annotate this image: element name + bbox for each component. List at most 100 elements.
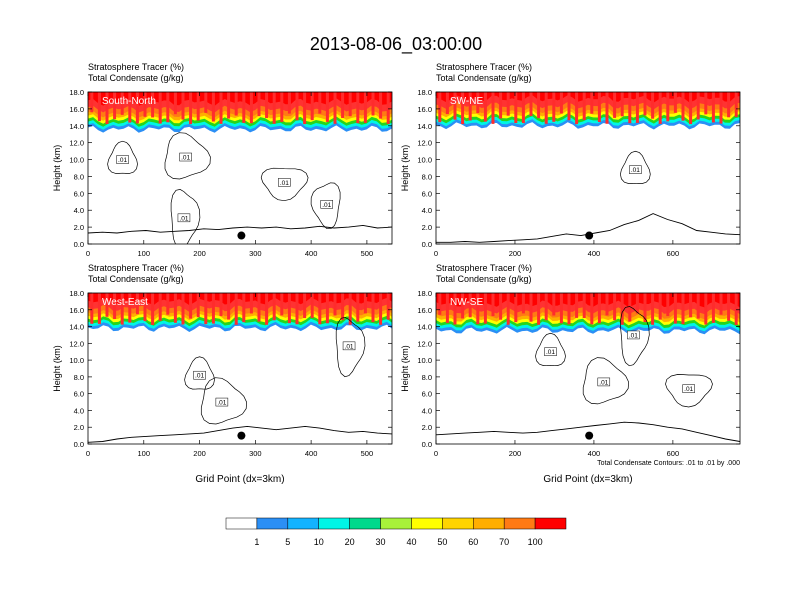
x-tick-label: 400 [588, 249, 601, 258]
x-tick-label: 400 [588, 449, 601, 458]
tracer-streak [613, 92, 617, 118]
tracer-streak [325, 92, 329, 122]
tracer-streak [476, 293, 480, 325]
tracer-streak [113, 92, 117, 120]
tracer-streak [348, 92, 352, 117]
tracer-streak [295, 92, 299, 121]
y-tick-label: 12.0 [69, 339, 84, 348]
tracer-streak [120, 293, 124, 325]
condensate-contour [310, 182, 341, 230]
tracer-streak [371, 293, 375, 323]
x-tick-label: 0 [86, 449, 90, 458]
colorbar-swatch [287, 517, 319, 530]
contour-label: .01 [597, 377, 611, 386]
tracer-streak [666, 293, 670, 317]
tracer-streak [211, 293, 215, 324]
y-axis-label: Height (km) [400, 145, 410, 192]
panel-title-tracer: Stratosphere Tracer (%) [88, 62, 184, 72]
tracer-streak [113, 293, 117, 319]
y-tick-label: 2.0 [74, 223, 84, 232]
x-tick-label: 0 [434, 249, 438, 258]
condensate-contour [184, 356, 215, 390]
x-tick-label: 200 [193, 449, 206, 458]
tracer-streak [318, 293, 322, 325]
tracer-streak [613, 293, 617, 321]
tracer-streak [689, 293, 693, 318]
colorbar-label: 5 [285, 537, 290, 547]
tracer-streak [620, 92, 624, 117]
y-tick-label: 10.0 [417, 356, 432, 365]
tracer-streak [318, 92, 322, 114]
panels: .01 .01 .01 .01 .01 South-North Stratosphere T… [52, 62, 741, 485]
tracer-streak [651, 92, 655, 119]
y-axis-label: Height (km) [52, 345, 62, 392]
colorbar-swatch [534, 517, 567, 530]
condensate-contour [170, 189, 201, 244]
tracer-streak [151, 293, 155, 325]
tracer-streak [303, 293, 307, 318]
tracer-streak [120, 92, 124, 115]
tracer-streak [189, 92, 193, 125]
tracer-streak [128, 293, 132, 323]
tracer-streak [280, 92, 284, 122]
contour-label: .01 [627, 330, 640, 340]
condensate-contour [335, 317, 366, 378]
condensate-contour [107, 140, 138, 174]
condensate-contour [260, 167, 309, 202]
tracer-streak [567, 92, 571, 121]
y-tick-label: 6.0 [74, 189, 84, 198]
contour-label: .01 [278, 178, 291, 187]
tracer-streak [628, 92, 632, 124]
tracer-streak [135, 92, 139, 124]
tracer-streak [453, 293, 457, 325]
y-tick-label: 2.0 [422, 223, 432, 232]
y-tick-label: 6.0 [422, 390, 432, 399]
tracer-streak [379, 92, 383, 119]
tracer-streak [204, 293, 208, 325]
tracer-field [88, 92, 392, 244]
location-marker [237, 231, 246, 240]
x-tick-label: 100 [138, 249, 151, 258]
tracer-streak [575, 293, 579, 318]
tracer-streak [341, 92, 345, 118]
tracer-streak [234, 293, 238, 325]
tracer-band-7 [88, 293, 392, 306]
x-tick-label: 500 [361, 449, 374, 458]
x-tick-label: 0 [434, 449, 438, 458]
contour-label-text: .01 [322, 202, 331, 209]
y-tick-label: 14.0 [69, 323, 84, 332]
tracer-streak [666, 92, 670, 122]
y-tick-label: 10.0 [69, 156, 84, 165]
colorbar-label: 60 [468, 537, 478, 547]
terrain-line [88, 224, 392, 234]
y-tick-label: 14.0 [417, 323, 432, 332]
y-axis-label: Height (km) [52, 145, 62, 192]
tracer-streak [204, 92, 208, 113]
contour-label-text: .01 [599, 379, 608, 386]
contour-label-text: .01 [181, 155, 190, 162]
contour-label-box [627, 330, 640, 340]
contour-label-box [342, 341, 356, 351]
panel-south-north: .01 .01 .01 .01 .01 South-North Stratosphere T… [52, 62, 393, 258]
tracer-streak [468, 293, 472, 318]
y-tick-label: 2.0 [74, 423, 84, 432]
tracer-streak [719, 293, 723, 315]
condensate-contour [582, 357, 629, 405]
contour-label-box [116, 155, 129, 164]
tracer-streak [635, 92, 639, 123]
contour-label-box [278, 178, 291, 187]
tracer-streak [166, 293, 170, 315]
x-tick-label: 200 [509, 249, 522, 258]
tracer-streak [719, 92, 723, 124]
tracer-streak [189, 293, 193, 319]
tracer-streak [257, 293, 261, 322]
tracer-streak [310, 293, 314, 318]
tracer-streak [643, 293, 647, 323]
panel-label: South-North [102, 96, 156, 107]
panel-title-tracer: Stratosphere Tracer (%) [436, 263, 532, 273]
tracer-streak [196, 92, 200, 121]
tracer-streak [341, 293, 345, 321]
tracer-band-7 [436, 293, 740, 308]
y-tick-label: 16.0 [69, 306, 84, 315]
tracer-streak [673, 293, 677, 324]
